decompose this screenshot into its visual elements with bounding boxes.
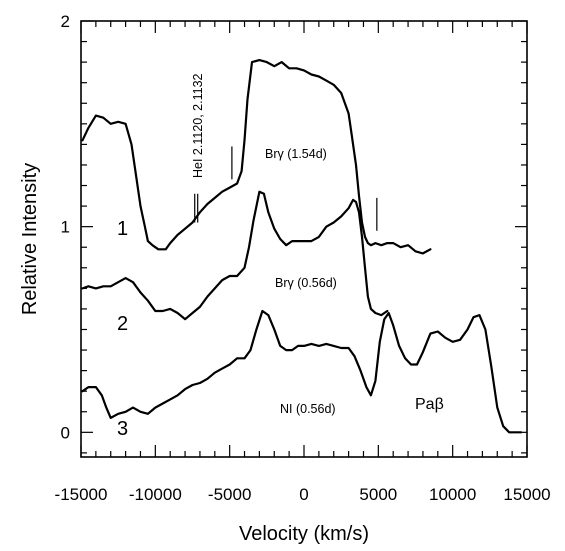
series-line-1: [81, 59, 432, 255]
annotation-pab: Paβ: [415, 396, 444, 413]
x-tick-label: -5000: [208, 485, 251, 504]
series-line-2: [81, 190, 389, 321]
series-layer: [81, 59, 523, 434]
x-tick-label: 15000: [503, 485, 550, 504]
y-tick-label: 0: [61, 423, 70, 442]
series-label-3: 3: [117, 418, 128, 440]
annotation-hei: HeI 2.1120, 2.1132: [191, 73, 205, 178]
y-axis-title: Relative Intensity: [19, 163, 41, 315]
x-axis: -15000 -10000 -5000 0 5000 10000 15000: [55, 21, 551, 504]
x-tick-label: 0: [299, 485, 308, 504]
annotation-brg-0-56d: Brγ (0.56d): [275, 276, 337, 290]
series-line-3: [81, 309, 523, 434]
x-tick-label: -10000: [129, 485, 182, 504]
x-tick-label: -15000: [55, 485, 108, 504]
y-axis: 0 1 2: [61, 12, 527, 454]
x-axis-title: Velocity (km/s): [239, 523, 369, 545]
x-tick-label: 10000: [429, 485, 476, 504]
y-tick-label: 1: [61, 218, 70, 237]
annotation-ni: NI (0.56d): [280, 402, 336, 416]
annotation-brg-1-54d: Brγ (1.54d): [265, 147, 327, 161]
series-label-1: 1: [117, 218, 128, 240]
x-tick-label: 5000: [359, 485, 397, 504]
velocity-markers: [194, 146, 378, 231]
series-label-2: 2: [117, 313, 128, 335]
y-tick-label: 2: [61, 12, 70, 31]
